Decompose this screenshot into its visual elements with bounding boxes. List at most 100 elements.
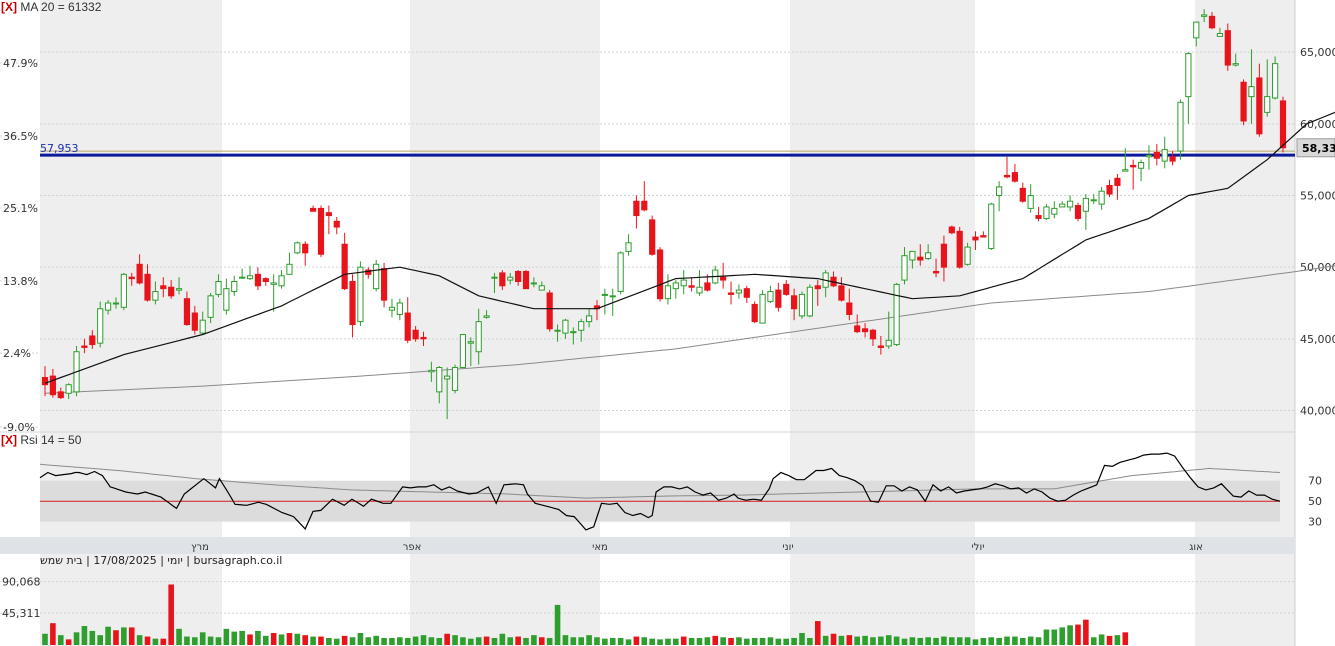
candle-up: [1098, 190, 1105, 205]
volume-bar: [50, 623, 56, 645]
candle-up: [1082, 197, 1089, 212]
price-tick-label: 45,000: [1300, 333, 1335, 346]
candle-up: [1201, 14, 1208, 17]
candle-up: [246, 275, 254, 280]
volume-bar: [73, 632, 80, 645]
volume-bar: [925, 637, 931, 645]
price-tick-label: 65,000: [1300, 46, 1335, 59]
candle-up: [396, 302, 403, 315]
candle-down: [972, 236, 979, 241]
candle-up: [483, 315, 490, 318]
candle-down: [948, 226, 955, 234]
main-indicator-label: [X] MA 20 = 61332: [1, 1, 101, 13]
volume-bar: [215, 637, 222, 645]
candle-up: [1051, 207, 1058, 215]
volume-bar: [649, 638, 655, 645]
candle-up: [507, 276, 514, 281]
candle-down: [341, 243, 348, 290]
candle-down: [81, 345, 88, 348]
volume-bar: [838, 635, 845, 645]
volume-bar: [751, 637, 758, 645]
volume-bar: [412, 636, 419, 645]
last-price-label: 58,330: [1302, 142, 1335, 155]
volume-bar: [633, 636, 640, 645]
volume-bar: [531, 635, 537, 645]
candle-up: [373, 263, 380, 290]
candle-up: [925, 252, 932, 260]
volume-bar: [893, 636, 900, 645]
candle-up: [1043, 206, 1050, 219]
candle-up: [1145, 154, 1153, 158]
volume-bar: [696, 637, 703, 645]
candle-down: [743, 288, 750, 298]
volume-bar: [578, 637, 585, 645]
month-label: יוני: [782, 542, 793, 553]
candle-up: [278, 275, 285, 287]
volume-bar: [223, 628, 230, 645]
candle-up: [1059, 203, 1066, 208]
candle-down: [1114, 177, 1121, 186]
candle-up: [1177, 101, 1184, 152]
candle-up: [199, 319, 206, 334]
candle-down: [168, 286, 175, 297]
candle-up: [617, 252, 624, 293]
candle-down: [1240, 81, 1247, 122]
volume-bar: [712, 635, 719, 645]
volume-bar: [980, 637, 987, 645]
volume-bar: [956, 637, 963, 645]
close-indicator-button[interactable]: [X]: [1, 0, 17, 14]
candle-down: [1169, 156, 1176, 162]
candle-down: [727, 292, 735, 295]
candle-down: [404, 312, 411, 341]
volume-bar: [933, 637, 939, 645]
candle-down: [917, 256, 924, 261]
volume-bar: [475, 637, 482, 645]
candle-down: [1106, 184, 1113, 195]
volume-bar: [609, 637, 616, 645]
candle-up: [467, 341, 474, 344]
volume-bar: [728, 637, 734, 645]
volume-bar: [341, 635, 348, 645]
volume-bar: [144, 636, 151, 645]
volume-bar: [318, 636, 324, 645]
candle-up: [112, 302, 120, 305]
volume-bar: [262, 635, 269, 645]
rsi-line: [39, 452, 1281, 531]
volume-bar: [365, 637, 372, 645]
close-rsi-button[interactable]: [X]: [1, 433, 17, 447]
candle-up: [585, 315, 593, 323]
candle-down: [838, 285, 845, 301]
candle-up: [570, 331, 577, 334]
pct-tick-label: 25.1%: [3, 202, 38, 215]
candle-down: [704, 282, 711, 291]
candle-up: [175, 288, 183, 291]
candle-up: [286, 263, 293, 275]
volume-bar: [121, 627, 127, 645]
candle-down: [183, 298, 191, 326]
candle-down: [144, 273, 151, 301]
volume-bar: [420, 635, 427, 645]
ma-long-line: [44, 265, 1335, 394]
candle-down: [57, 391, 64, 399]
candle-up: [1137, 162, 1145, 169]
volume-bar: [617, 637, 624, 645]
volume-bar: [515, 636, 521, 645]
volume-bar: [822, 635, 829, 645]
candle-down: [191, 312, 198, 331]
volume-bar: [452, 635, 458, 645]
candle-up: [357, 266, 364, 323]
volume-bar: [152, 638, 159, 645]
chart-info-line: יומי | 17/08/2025 | בית שמש | bursagraph…: [40, 555, 282, 566]
candle-down: [254, 273, 262, 287]
rsi-tick-label: 70: [1308, 475, 1322, 488]
volume-bar: [1027, 636, 1034, 645]
volume-bar: [199, 632, 206, 645]
month-label: אפר: [403, 542, 422, 553]
candle-down: [515, 270, 522, 283]
volume-bar: [1012, 636, 1018, 645]
month-label: אוג: [1189, 542, 1203, 553]
volume-bar: [302, 635, 309, 645]
volume-bar: [562, 635, 569, 645]
volume-bar: [483, 636, 490, 645]
candle-down: [160, 285, 167, 290]
